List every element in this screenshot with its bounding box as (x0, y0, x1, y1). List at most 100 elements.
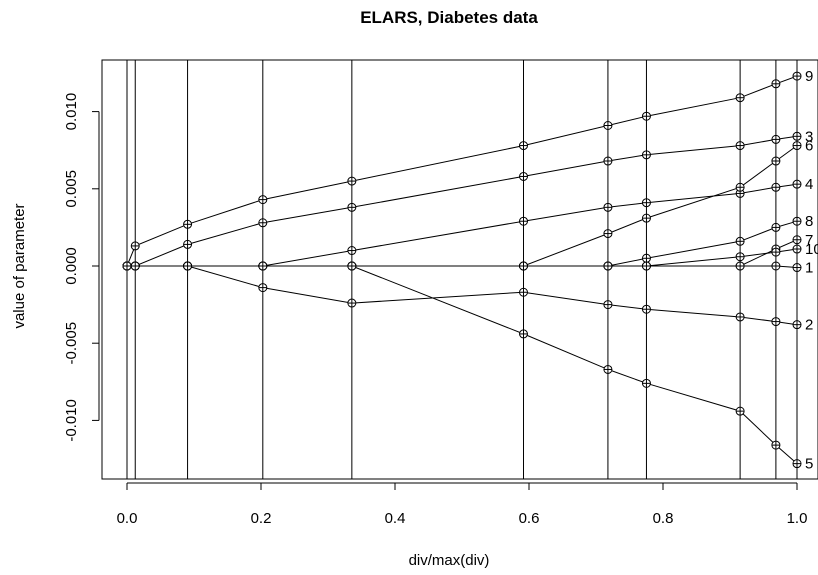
data-point (792, 320, 802, 330)
data-point (347, 298, 357, 308)
series-end-label-5: 5 (805, 456, 813, 473)
data-point (603, 300, 613, 310)
data-point (735, 141, 745, 151)
series-4 (122, 179, 802, 271)
data-point (603, 364, 613, 374)
x-tick-label: 0.4 (385, 510, 406, 527)
y-tick-label: 0.010 (63, 93, 80, 131)
data-point (347, 202, 357, 212)
data-point (130, 261, 140, 271)
data-point (519, 171, 529, 181)
data-point (771, 440, 781, 450)
data-point (130, 241, 140, 251)
data-point (792, 141, 802, 151)
data-point (792, 459, 802, 469)
data-point (641, 253, 651, 263)
chart-title: ELARS, Diabetes data (360, 8, 538, 27)
series-end-label-9: 9 (805, 68, 813, 85)
x-axis-label: div/max(div) (409, 552, 490, 569)
x-tick-label: 0.6 (519, 510, 540, 527)
data-point (603, 261, 613, 271)
series-10 (122, 244, 802, 271)
data-point (735, 312, 745, 322)
y-tick-label: -0.005 (63, 322, 80, 365)
data-point (641, 261, 651, 271)
data-point (792, 263, 802, 273)
x-tick-label: 1.0 (787, 510, 808, 527)
data-point (641, 150, 651, 160)
data-point (735, 406, 745, 416)
y-tick-label: -0.010 (63, 399, 80, 442)
series-labels: 9 36 4 8 710 1 2 5 (805, 68, 818, 473)
data-point (792, 216, 802, 226)
series-end-label-1: 1 (805, 260, 813, 277)
plot-frame (101, 59, 818, 480)
data-point (735, 261, 745, 271)
series-group (122, 71, 802, 469)
series-line-10 (127, 248, 798, 267)
vertical-lines (126, 60, 798, 479)
data-point (792, 71, 802, 81)
data-point (771, 261, 781, 271)
data-point (519, 216, 529, 226)
data-point (603, 156, 613, 166)
data-point (603, 229, 613, 239)
y-tick-label: 0.000 (63, 247, 80, 285)
data-point (519, 287, 529, 297)
series-line-6 (127, 145, 798, 267)
data-point (519, 261, 529, 271)
data-point (735, 182, 745, 192)
series-1 (122, 261, 802, 273)
data-point (603, 120, 613, 130)
series-6 (122, 141, 802, 271)
data-point (122, 261, 132, 271)
data-point (641, 213, 651, 223)
series-line-8 (127, 220, 798, 267)
data-point (258, 283, 268, 293)
data-point (258, 218, 268, 228)
series-line-4 (127, 183, 798, 267)
series-end-label-8: 8 (805, 213, 813, 230)
data-point (519, 141, 529, 151)
data-point (735, 93, 745, 103)
data-point (258, 261, 268, 271)
data-point (771, 79, 781, 89)
x-tick-label: 0.8 (653, 510, 674, 527)
data-point (792, 131, 802, 141)
data-point (771, 156, 781, 166)
x-axis: 0.0 0.2 0.4 0.6 0.8 1.0 (117, 482, 808, 527)
series-end-label-4: 4 (805, 176, 813, 193)
data-point (183, 219, 193, 229)
series-end-label-3: 3 (805, 128, 813, 145)
data-point (183, 239, 193, 249)
data-point (792, 235, 802, 245)
data-point (771, 182, 781, 192)
data-point (641, 198, 651, 208)
series-9 (122, 71, 802, 271)
series-8 (122, 216, 802, 271)
data-point (347, 246, 357, 256)
data-point (603, 202, 613, 212)
series-5 (122, 261, 802, 469)
series-end-label-10: 10 (805, 241, 818, 258)
series-7 (122, 235, 802, 271)
series-end-label-2: 2 (805, 317, 813, 334)
y-axis: -0.010 -0.005 0.000 0.005 0.010 (63, 93, 100, 442)
series-2 (122, 261, 802, 330)
x-tick-label: 0.0 (117, 510, 138, 527)
series-end-label-6: 6 (805, 138, 813, 155)
data-point (347, 261, 357, 271)
data-point (641, 304, 651, 314)
data-point (183, 261, 193, 271)
data-point (771, 222, 781, 232)
data-point (258, 195, 268, 205)
series-line-7 (127, 239, 798, 267)
x-tick-label: 0.2 (251, 510, 272, 527)
data-point (792, 179, 802, 189)
data-point (771, 317, 781, 327)
data-point (519, 329, 529, 339)
data-point (735, 252, 745, 262)
data-point (735, 236, 745, 246)
data-point (771, 134, 781, 144)
